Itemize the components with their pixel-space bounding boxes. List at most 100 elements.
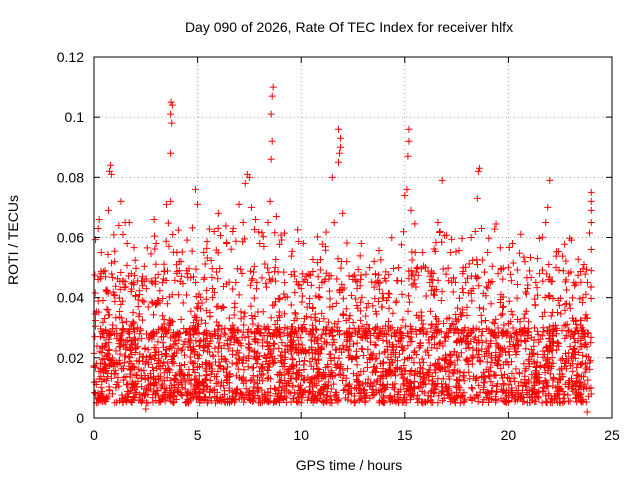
data-point	[454, 304, 462, 312]
data-point	[482, 393, 490, 401]
data-point	[113, 398, 121, 406]
data-point	[584, 376, 592, 384]
data-point	[585, 385, 593, 393]
data-point	[423, 369, 431, 377]
data-point	[140, 262, 148, 270]
data-point	[414, 382, 422, 390]
data-point	[497, 265, 505, 273]
data-point	[424, 346, 432, 354]
data-point	[124, 380, 132, 388]
data-point	[163, 374, 171, 382]
data-point	[247, 397, 255, 405]
data-point	[583, 314, 591, 322]
data-point	[136, 350, 144, 358]
data-point	[457, 349, 465, 357]
data-point	[541, 377, 549, 385]
data-point	[587, 295, 595, 303]
data-point	[509, 340, 517, 348]
data-point	[94, 224, 102, 232]
data-point	[255, 395, 263, 403]
data-point	[266, 350, 274, 358]
data-point	[295, 358, 303, 366]
data-point	[343, 239, 351, 247]
data-point	[429, 398, 437, 406]
data-point	[434, 326, 442, 334]
data-point	[265, 269, 273, 277]
data-point	[442, 351, 450, 359]
data-point	[370, 363, 378, 371]
data-point	[339, 366, 347, 374]
data-point	[533, 284, 541, 292]
data-point	[362, 379, 370, 387]
data-point	[443, 329, 451, 337]
data-point	[314, 273, 322, 281]
data-point	[160, 320, 168, 328]
data-point	[393, 326, 401, 334]
data-point	[543, 270, 551, 278]
data-point	[407, 390, 415, 398]
data-point	[579, 351, 587, 359]
data-point	[492, 220, 500, 228]
data-point	[441, 356, 449, 364]
data-point	[322, 228, 330, 236]
data-point	[586, 356, 594, 364]
data-point	[276, 313, 284, 321]
data-point	[534, 351, 542, 359]
data-point	[324, 363, 332, 371]
data-point	[532, 398, 540, 406]
data-point	[314, 346, 322, 354]
data-point	[412, 326, 420, 334]
data-point	[344, 328, 352, 336]
data-point	[220, 283, 228, 291]
data-point	[91, 271, 99, 279]
data-point	[496, 244, 504, 252]
x-tick-label: 10	[293, 427, 309, 443]
data-point	[172, 395, 180, 403]
data-point	[158, 350, 166, 358]
data-point	[312, 360, 320, 368]
data-point	[454, 316, 462, 324]
data-point	[439, 265, 447, 273]
data-point	[386, 392, 394, 400]
data-point	[334, 255, 342, 263]
data-point	[322, 340, 330, 348]
data-point	[572, 390, 580, 398]
data-point	[576, 343, 584, 351]
data-point	[217, 344, 225, 352]
data-point	[580, 326, 588, 334]
data-point	[313, 364, 321, 372]
data-point	[311, 333, 319, 341]
data-point	[330, 354, 338, 362]
data-point	[275, 344, 283, 352]
data-point	[570, 345, 578, 353]
data-point	[336, 149, 344, 157]
data-point	[134, 377, 142, 385]
data-point	[417, 327, 425, 335]
data-point	[93, 394, 101, 402]
data-point	[116, 342, 124, 350]
data-point	[180, 340, 188, 348]
data-point	[291, 289, 299, 297]
data-point	[148, 298, 156, 306]
data-point	[150, 344, 158, 352]
data-point	[248, 364, 256, 372]
data-point	[459, 289, 467, 297]
data-point	[264, 264, 272, 272]
data-point	[214, 348, 222, 356]
data-point	[234, 337, 242, 345]
data-point	[164, 359, 172, 367]
data-point	[401, 356, 409, 364]
data-point	[521, 310, 529, 318]
data-point	[328, 173, 336, 181]
data-point	[343, 365, 351, 373]
data-point	[389, 384, 397, 392]
data-point	[144, 303, 152, 311]
data-point	[197, 316, 205, 324]
data-point	[249, 372, 257, 380]
data-point	[184, 397, 192, 405]
data-point	[307, 330, 315, 338]
data-point	[417, 379, 425, 387]
data-point	[167, 98, 175, 106]
data-point	[200, 249, 208, 257]
data-point	[587, 206, 595, 214]
